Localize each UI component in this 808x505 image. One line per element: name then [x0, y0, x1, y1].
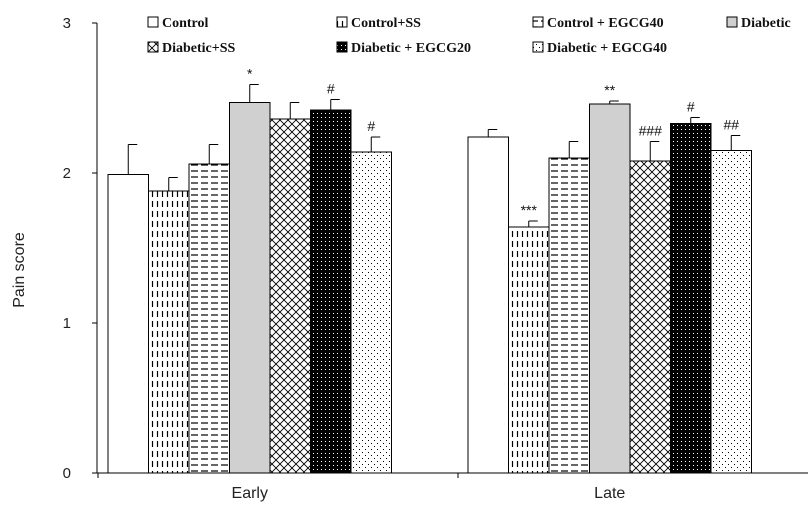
legend-label: Diabetic + EGCG20 — [351, 41, 471, 56]
bar — [350, 151, 392, 474]
significance-annotation: ## — [723, 117, 739, 133]
bar — [670, 123, 712, 474]
legend-swatch — [532, 41, 544, 53]
legend-swatch — [336, 41, 348, 53]
y-tick-label: 1 — [63, 315, 71, 332]
legend-label: Control + EGCG40 — [547, 16, 664, 31]
legend-swatch — [147, 16, 159, 28]
annotations-group: *##*****###### — [247, 66, 739, 219]
bar — [467, 136, 509, 474]
bar — [269, 118, 311, 474]
significance-annotation: # — [327, 81, 335, 97]
bar — [710, 150, 752, 474]
bar — [148, 190, 190, 474]
legend-swatch — [726, 16, 738, 28]
significance-annotation: ### — [639, 123, 663, 139]
significance-annotation: * — [247, 66, 253, 82]
bar — [310, 109, 352, 474]
significance-annotation: # — [687, 99, 695, 115]
significance-annotation: ** — [604, 82, 615, 98]
bar — [629, 160, 671, 474]
bar — [107, 174, 149, 474]
bar — [589, 103, 631, 474]
bar — [229, 102, 271, 474]
bar — [188, 163, 230, 474]
legend-swatch — [532, 16, 544, 28]
x-category-label: Early — [232, 485, 268, 502]
y-tick-label: 0 — [63, 465, 71, 482]
significance-annotation: # — [367, 118, 375, 134]
legend-label: Diabetic — [741, 16, 791, 31]
legend-label: Control+SS — [351, 16, 421, 31]
legend-label: Control — [162, 16, 209, 31]
significance-annotation: *** — [521, 202, 538, 218]
bar — [508, 226, 550, 474]
y-tick-label: 2 — [63, 165, 71, 182]
legend-label: Diabetic+SS — [162, 41, 236, 56]
y-tick-label: 3 — [63, 15, 71, 32]
legend: Control Control+SS Control + EGCG40 Diabeti… — [147, 16, 791, 56]
x-category-label: Late — [594, 485, 625, 502]
bars-group — [107, 84, 752, 474]
bar — [548, 157, 590, 474]
legend-swatch — [336, 16, 348, 28]
legend-swatch — [147, 41, 159, 53]
y-axis-label: Pain score — [11, 232, 28, 308]
legend-label: Diabetic + EGCG40 — [547, 41, 667, 56]
